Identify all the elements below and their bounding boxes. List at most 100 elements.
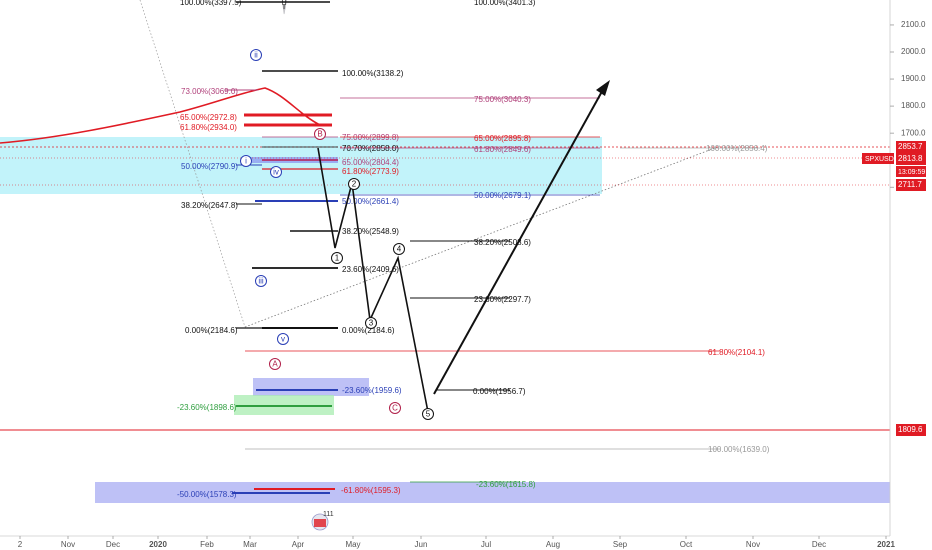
bullish-projection-arrow (433, 85, 606, 395)
wave-label-iii: iii (255, 275, 267, 287)
price-tag-current: 2813.8 (896, 153, 926, 165)
time-tick-label: Nov (746, 540, 760, 549)
wave-label-circle (348, 178, 360, 190)
symbol-tag: SPXUSD (862, 153, 894, 164)
wave-label-2: 2 (348, 178, 360, 190)
symbol-tag-text: SPXUSD (865, 156, 894, 163)
zone-blue-1960 (253, 378, 369, 396)
price-tag-bg (896, 424, 926, 436)
fib-level-label: -50.00%(1578.3) (177, 490, 237, 499)
fib-level-label: 61.80%(2773.9) (342, 167, 399, 176)
fib-level-label: -23.60%(1898.6) (177, 403, 237, 412)
diagonal-guide (139, 0, 246, 328)
flag-icon (314, 519, 326, 527)
wave-label-circle (270, 166, 282, 178)
time-tick-label: Dec (812, 540, 826, 549)
fib-level-label: 61.80%(2104.1) (708, 348, 765, 357)
countdown-bg (896, 166, 926, 177)
fib-level-label: 50.00%(2790.9) (181, 162, 238, 171)
wave-label-A: A (269, 358, 281, 370)
fib-level-label: -23.60%(1615.8) (476, 480, 536, 489)
wave-label-3: 3 (365, 317, 377, 329)
wave-label-ii: ii (250, 49, 262, 61)
fib-level-label: 23.60%(2297.7) (474, 295, 531, 304)
fib-level-label: 100.00%(3138.2) (342, 69, 404, 78)
wave-label-text: 5 (426, 410, 431, 419)
fib-level-label: 61.80%(2934.0) (180, 123, 237, 132)
badge-count: 111 (323, 511, 334, 518)
fib-level-label: 73.00%(3069.0) (181, 87, 238, 96)
wave-label-B: B (314, 128, 326, 140)
wave-label-circle (255, 275, 267, 287)
wave-label-text: iv (273, 168, 279, 177)
fib-level-label: 70.70%(2858.0) (342, 144, 399, 153)
time-tick-label: 2020 (149, 540, 167, 549)
wave-label-circle (250, 49, 262, 61)
time-tick-label: Feb (200, 540, 214, 549)
time-tick-label: 2021 (877, 540, 895, 549)
price-tag-text: 2711.7 (898, 180, 922, 189)
wave-label-1: 1 (331, 252, 343, 264)
wave-label-5: 5 (422, 408, 434, 420)
fib-level-label: 50.00%(2679.1) (474, 191, 531, 200)
wave-label-circle (277, 333, 289, 345)
countdown-tag: 13:09:59 (896, 166, 926, 177)
fib-level-label: 0.00%(2184.6) (342, 326, 395, 335)
wave-label-circle (314, 128, 326, 140)
fib-level-label: -61.80%(1595.3) (341, 486, 401, 495)
wave-label-iv: iv (270, 166, 282, 178)
wave-label-circle (331, 252, 343, 264)
wave-label-i: i (240, 155, 252, 167)
time-axis (0, 536, 932, 550)
symbol-tag-bg (862, 153, 894, 164)
time-tick-label: May (345, 540, 360, 549)
fib-level-label: 100.00%(3401.3) (474, 0, 536, 7)
price-tag-bg (896, 153, 926, 165)
wave-label-circle (269, 358, 281, 370)
fib-level-label: 61.80%(2849.6) (474, 145, 531, 154)
time-tick-label: Dec (106, 540, 120, 549)
price-tick-label: 2000.0 (901, 47, 926, 56)
wave-label-circle (393, 243, 405, 255)
wave-label-4: 4 (393, 243, 405, 255)
fib-level-label: -23.60%(1959.6) (342, 386, 402, 395)
wave-label-v: v (277, 333, 289, 345)
wave-label-text: 2 (352, 180, 357, 189)
price-tick-label: 1900.0 (901, 74, 926, 83)
price-tick-label: 1800.0 (901, 101, 926, 110)
fib-level-label: 0.00%(2184.6) (185, 326, 238, 335)
fib-level-label: 65.00%(2972.8) (180, 113, 237, 122)
price-tick-label: 2100.0 (901, 20, 926, 29)
countdown-text: 13:09:59 (898, 169, 925, 176)
trend-line (244, 145, 721, 328)
fib-level-label: 100.00%(2856.4) (706, 144, 768, 153)
fib-level-label: 65.00%(2804.4) (342, 158, 399, 167)
time-tick-label: Jul (481, 540, 491, 549)
fib-level-label: 75.00%(2899.8) (342, 133, 399, 142)
time-tick-label: 2 (18, 540, 23, 549)
wave-label-text: 4 (397, 245, 402, 254)
time-tick-label: Apr (292, 540, 305, 549)
fib-level-label: 50.00%(2661.4) (342, 197, 399, 206)
event-badge[interactable]: 111 (311, 511, 334, 531)
wave-label-circle (365, 317, 377, 329)
wave-label-text: A (272, 360, 278, 369)
wave-label-text: iii (258, 277, 264, 286)
wave-label-text: 1 (335, 254, 340, 263)
time-tick-label: Jun (415, 540, 428, 549)
time-tick-label: Sep (613, 540, 628, 549)
wave-projection-path (317, 147, 429, 413)
demand-zone-cyan (0, 137, 602, 194)
wave-label-text: 3 (369, 319, 374, 328)
price-tick-label: 1700.0 (901, 128, 926, 137)
price-tag-text: 2853.7 (898, 142, 923, 151)
time-tick-label: Aug (546, 540, 560, 549)
price-axis (890, 0, 932, 536)
price-tag-lower: 2711.7 (896, 179, 926, 191)
fib-level-label: 100.00%(1639.0) (708, 445, 770, 454)
price-tag-text: 1809.6 (898, 425, 923, 434)
wave-label-circle (240, 155, 252, 167)
fib-level-label: 38.20%(2548.9) (342, 227, 399, 236)
fib-level-label: 75.00%(3040.3) (474, 95, 531, 104)
